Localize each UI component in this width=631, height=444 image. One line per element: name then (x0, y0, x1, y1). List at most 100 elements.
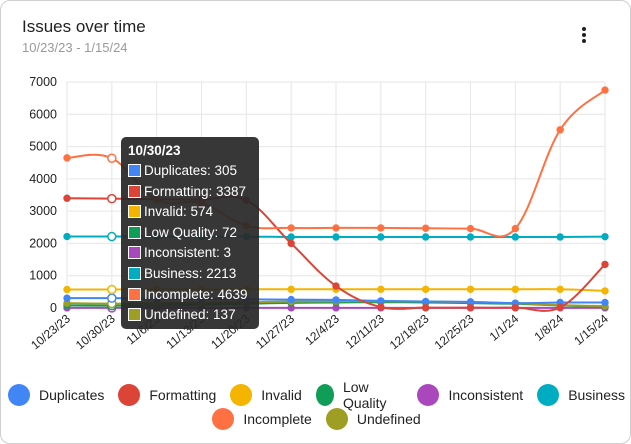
x-tick-label: 11/27/23 (253, 311, 297, 351)
tooltip-label: Incomplete: 4639 (144, 286, 248, 302)
data-point-invalid (421, 285, 430, 293)
data-point-incomplete (107, 153, 117, 163)
legend-label: Incomplete (243, 411, 312, 427)
data-point-business (466, 233, 475, 241)
tooltip-swatch (128, 308, 141, 322)
data-point-duplicates (63, 294, 71, 302)
legend-item-business[interactable]: Business (537, 379, 625, 411)
data-point-formatting (332, 282, 340, 290)
y-tick-label: 6000 (29, 107, 57, 121)
data-point-incomplete (63, 154, 71, 162)
data-point-duplicates (377, 297, 385, 305)
data-point-duplicates (332, 296, 340, 304)
data-point-incomplete (601, 86, 609, 94)
data-point-business (556, 233, 564, 241)
tooltip-label: Inconsistent: 3 (144, 245, 232, 261)
tooltip-label: Formatting: 3387 (144, 183, 247, 199)
legend-swatch (315, 384, 334, 406)
data-point-incomplete (511, 224, 520, 233)
tooltip-label: Low Quality: 72 (144, 224, 238, 240)
data-point-invalid (107, 284, 117, 295)
data-point-business (421, 233, 430, 241)
data-point-duplicates (107, 293, 117, 303)
date-range: 10/23/23 - 1/15/24 (22, 40, 128, 55)
tooltip-swatch (128, 205, 141, 219)
data-point-business (511, 233, 520, 241)
tooltip-label: Business: 2213 (144, 266, 237, 281)
x-tick-label: 10/30/23 (73, 311, 118, 352)
legend-item-low-quality[interactable]: Low Quality (315, 379, 404, 411)
legend-swatch (325, 408, 348, 430)
tooltip-label: Invalid: 574 (144, 204, 214, 220)
data-point-invalid (377, 285, 385, 293)
data-point-formatting (287, 239, 295, 248)
tooltip-row: Business: 2213 (128, 266, 236, 281)
data-point-incomplete (421, 224, 430, 232)
tooltip-swatch (128, 287, 141, 301)
tooltip-row: Invalid: 574 (128, 204, 213, 219)
data-point-business (601, 232, 609, 241)
x-tick-label: 12/25/23 (432, 311, 477, 352)
data-point-business (107, 231, 117, 242)
x-tick-label: 12/18/23 (387, 311, 432, 352)
menu-dot (582, 27, 586, 31)
legend: Incomplete Undefined (1, 408, 630, 430)
x-tick-label: 1/15/24 (571, 311, 611, 348)
legend: Duplicates Formatting Invalid Low Quality In… (1, 379, 630, 411)
legend-item-undefined[interactable]: Undefined (325, 408, 421, 430)
legend-label: Invalid (261, 387, 302, 403)
data-point-business (377, 233, 385, 241)
data-point-business (332, 233, 340, 241)
data-point-incomplete (466, 224, 475, 233)
more-vert-icon[interactable] (575, 27, 593, 47)
x-tick-label: 12/4/23 (302, 311, 342, 348)
legend-swatch (230, 384, 253, 406)
data-point-formatting (601, 260, 609, 269)
legend-item-invalid[interactable]: Invalid (230, 379, 302, 411)
data-point-invalid (287, 285, 295, 293)
tooltip-row: Duplicates: 305 (128, 163, 237, 178)
data-point-duplicates (601, 298, 609, 307)
data-point-invalid (466, 285, 475, 293)
legend-label: Formatting (149, 387, 217, 403)
legend-item-duplicates[interactable]: Duplicates (8, 379, 104, 411)
chart-title: Issues over time (22, 17, 146, 36)
y-tick-label: 1000 (29, 269, 57, 283)
data-point-incomplete (377, 224, 385, 232)
tooltip-label: Duplicates: 305 (144, 163, 238, 178)
legend-swatch (417, 384, 440, 406)
legend-label: Inconsistent (448, 387, 524, 403)
tooltip-row: Incomplete: 4639 (128, 287, 248, 302)
legend-item-incomplete[interactable]: Incomplete (212, 408, 312, 430)
data-point-formatting (556, 303, 564, 312)
data-point-formatting (466, 303, 475, 312)
data-point-formatting (63, 194, 71, 202)
y-tick-label: 3000 (29, 204, 57, 218)
legend-label: Undefined (356, 411, 421, 427)
chart-tooltip: 10/30/23 Duplicates: 305 Formatting: 3387… (121, 137, 259, 329)
legend-swatch (537, 384, 560, 406)
tooltip-date: 10/30/23 (128, 143, 181, 158)
data-point-formatting (511, 303, 520, 312)
tooltip-row: Formatting: 3387 (128, 184, 246, 199)
legend-label: Duplicates (39, 387, 105, 403)
data-point-business (63, 232, 71, 241)
tooltip-swatch (128, 225, 141, 239)
legend-item-formatting[interactable]: Formatting (118, 379, 216, 411)
x-tick-label: 1/1/24 (487, 311, 522, 343)
tooltip-swatch (128, 246, 141, 260)
tooltip-swatch (128, 267, 141, 280)
legend-swatch (8, 384, 30, 406)
tooltip-swatch (128, 184, 141, 198)
y-tick-label: 5000 (29, 140, 57, 154)
tooltip-row: Low Quality: 72 (128, 225, 237, 240)
legend-swatch (212, 408, 235, 430)
legend-item-inconsistent[interactable]: Inconsistent (417, 379, 523, 411)
x-tick-label: 1/8/24 (532, 311, 567, 343)
data-point-incomplete (556, 126, 564, 134)
data-point-invalid (63, 285, 71, 294)
data-point-invalid (556, 285, 564, 293)
data-point-duplicates (421, 297, 430, 306)
